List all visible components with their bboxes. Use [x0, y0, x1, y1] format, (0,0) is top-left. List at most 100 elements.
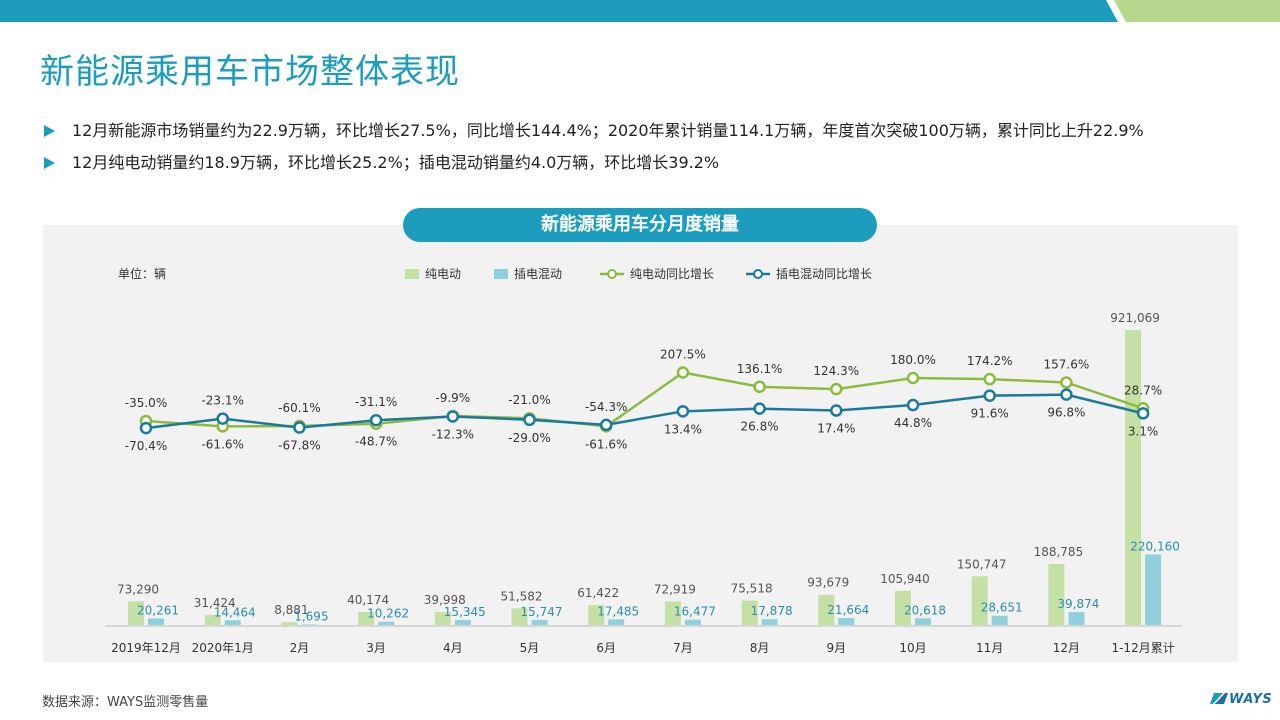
point-phev-growth: [293, 421, 306, 434]
growth-label-phev: 3.1%: [1128, 424, 1159, 438]
bar-label-bev: 105,940: [880, 572, 930, 586]
legend-label: 插电混动: [514, 267, 562, 281]
footer-source: 数据来源：WAYS监测零售量: [42, 695, 209, 710]
bar-bev: [664, 601, 681, 625]
growth-label-phev: -70.4%: [125, 439, 167, 453]
chart-title: 新能源乘用车分月度销量: [403, 208, 877, 242]
top-band-blue: [0, 0, 1118, 22]
bar-label-phev: 39,874: [1057, 597, 1099, 611]
point-bev-growth: [1060, 376, 1073, 389]
brand-logo-text: WAYS: [1229, 692, 1273, 707]
bar-label-bev: 75,518: [731, 582, 773, 596]
point-phev-growth: [676, 405, 690, 418]
top-band-green: [1114, 0, 1280, 22]
brand-logo: WAYS: [1209, 692, 1273, 707]
growth-label-bev: 174.2%: [967, 354, 1013, 368]
bar-phev: [838, 617, 855, 625]
bar-group: [128, 330, 1162, 625]
legend-swatch: [405, 269, 419, 279]
x-tick-label: 8月: [750, 641, 770, 655]
x-axis: 2019年12月 2020年1月 2月 3月 4月 5月 6月 7月 8月 9月 10月 11月 12月…: [105, 625, 1182, 655]
point-phev-growth: [446, 410, 460, 423]
bar-label-bev: 921,069: [1110, 311, 1160, 325]
bar-bev: [358, 612, 375, 625]
bar-bev: [511, 608, 528, 625]
growth-label-bev: -48.7%: [355, 435, 397, 449]
growth-label-bev: -21.0%: [508, 393, 550, 407]
bar-label-phev: 10,262: [367, 607, 409, 621]
bar-bev: [204, 614, 221, 625]
growth-label-phev: 13.4%: [664, 422, 702, 436]
growth-label-phev: -29.0%: [508, 431, 550, 445]
bullet-item: 12月纯电动销量约18.9万辆，环比增长25.2%；插电混动销量约4.0万辆，环…: [44, 150, 1244, 176]
bar-label-bev: 73,290: [117, 582, 159, 596]
bar-label-bev: 51,582: [501, 589, 543, 603]
line-phev-growth: [145, 393, 1144, 430]
x-tick-label: 3月: [366, 641, 386, 655]
bar-label-phev: 21,664: [827, 603, 869, 617]
bar-phev: [1145, 554, 1162, 625]
growth-label-phev: 44.8%: [894, 416, 932, 430]
bar-bev: [1125, 330, 1142, 625]
bar-bev: [971, 576, 988, 625]
point-phev-growth: [139, 421, 153, 435]
growth-label-phev: -23.1%: [201, 394, 243, 408]
growth-label-bev: 28.7%: [1124, 383, 1162, 397]
point-bev-growth: [753, 380, 766, 394]
chart-panel: [43, 225, 1238, 662]
bar-label-phev: 14,464: [214, 605, 256, 619]
top-band-shape: [0, 0, 1280, 22]
growth-label-bev: 124.3%: [813, 364, 859, 378]
x-tick-label: 1-12月累计: [1111, 641, 1174, 655]
bar-label-phev: 220,160: [1130, 539, 1180, 553]
bar-phev: [224, 620, 241, 625]
growth-label-bev: -9.9%: [435, 391, 470, 405]
bar-phev: [684, 619, 701, 625]
bar-phev: [1068, 612, 1085, 625]
point-phev-growth: [523, 413, 536, 427]
bullet-triangle-icon: [44, 157, 55, 169]
bar-label-phev: 17,878: [751, 604, 793, 618]
bar-phev: [148, 618, 164, 625]
bar-label-phev: 28,651: [981, 601, 1023, 615]
bar-label-phev: 17,485: [597, 604, 639, 618]
x-tick-label: 11月: [976, 641, 1003, 655]
bar-label-phev: 20,618: [904, 603, 946, 617]
point-phev-growth: [216, 412, 229, 425]
point-phev-growth: [369, 413, 383, 427]
legend-marker: [753, 269, 763, 279]
growth-label-bev: -61.6%: [201, 437, 243, 451]
x-tick-label: 4月: [443, 641, 463, 655]
bar-phev: [531, 619, 548, 625]
point-phev-growth: [1136, 407, 1150, 420]
top-band: [0, 0, 1280, 22]
bullet-item: 12月新能源市场销量约为22.9万辆，环比增长27.5%，同比增长144.4%；…: [44, 118, 1244, 144]
bar-bev: [281, 622, 298, 625]
growth-label-bev: -61.6%: [585, 437, 627, 451]
point-bev-growth: [983, 372, 996, 386]
growth-label-phev: -54.3%: [585, 400, 627, 414]
point-phev-growth: [983, 389, 996, 402]
bullet-text: 12月新能源市场销量约为22.9万辆，环比增长27.5%，同比增长144.4%；…: [72, 121, 1144, 140]
bar-bev: [741, 600, 758, 625]
bar-bev: [818, 594, 835, 625]
bar-bev: [434, 612, 451, 625]
legend-label: 纯电动: [425, 267, 461, 281]
growth-label-phev: 26.8%: [741, 420, 779, 434]
bar-label-phev: 15,747: [521, 605, 563, 619]
x-tick-label: 2020年1月: [192, 641, 254, 655]
point-phev-growth: [753, 402, 766, 415]
growth-label-phev: -67.8%: [278, 439, 320, 453]
point-phev-growth: [906, 398, 920, 412]
ways-logo-icon: [1209, 693, 1229, 704]
bar-label-bev: 188,785: [1034, 545, 1084, 559]
x-tick-label: 10月: [899, 641, 926, 655]
x-tick-label: 9月: [826, 641, 846, 655]
bar-label-bev: 8,881: [274, 603, 308, 617]
bullet-text: 12月纯电动销量约18.9万辆，环比增长25.2%；插电混动销量约4.0万辆，环…: [72, 153, 720, 172]
line-group: [139, 366, 1150, 435]
growth-label-phev: 91.6%: [971, 407, 1009, 421]
bar-phev: [915, 618, 931, 625]
